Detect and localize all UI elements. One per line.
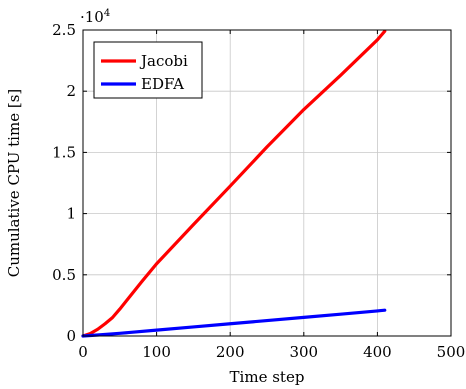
legend-label-jacobi: Jacobi [139,52,188,70]
x-axis-label: Time step [230,368,305,386]
y-axis-scale-exponent: 4 [104,8,110,19]
tick-marks [82,29,452,337]
tick-labels: 0 100 200 300 400 500 0 0.5 1 1.5 2 2.5 [52,21,465,361]
y-tick-label: 2 [66,82,76,100]
y-axis-label: Cumulative CPU time [s] [5,89,23,278]
x-tick-label: 200 [216,343,245,361]
x-tick-label: 100 [142,343,171,361]
legend: Jacobi EDFA [93,41,203,99]
y-tick-label: 1.5 [52,143,76,161]
y-axis-scale-label: ·104 [80,8,110,26]
series-layer [81,29,387,338]
x-tick-label: 300 [289,343,318,361]
x-tick-label: 0 [78,343,88,361]
legend-label-edfa: EDFA [141,75,184,93]
x-tick-label: 400 [363,343,392,361]
x-tick-label: 500 [437,343,466,361]
series-line-edfa [81,308,387,338]
plot-frame [82,29,452,337]
legend-box [93,41,203,99]
series-line-jacobi [81,29,387,338]
y-tick-label: 0 [66,327,76,345]
y-tick-label: 0.5 [52,266,76,284]
y-tick-label: 1 [66,205,76,223]
y-tick-label: 2.5 [52,21,76,39]
